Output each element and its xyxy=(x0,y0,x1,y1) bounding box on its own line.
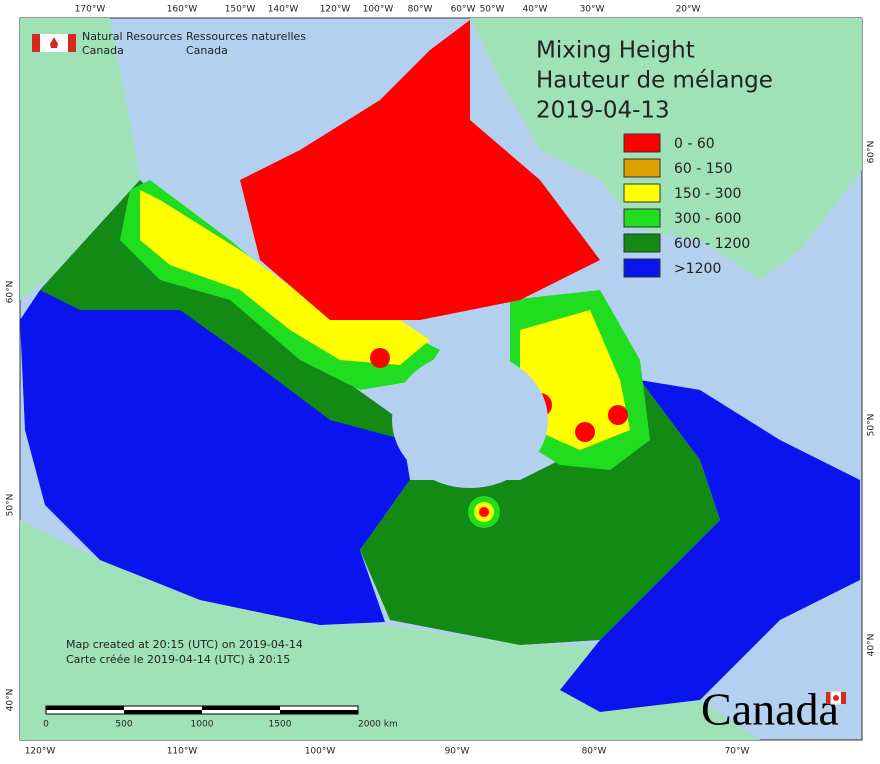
longitude-label: 110°W xyxy=(167,747,198,757)
wordmark: Canada xyxy=(701,684,839,735)
legend-label: 600 - 1200 xyxy=(674,236,750,252)
scale-segment xyxy=(46,706,124,710)
legend-label: >1200 xyxy=(674,261,721,277)
latitude-label: 40°N xyxy=(867,634,877,657)
longitude-label: 90°W xyxy=(445,747,470,757)
note: Carte créée le 2019-04-14 (UTC) à 20:15 xyxy=(66,653,290,666)
department-en: Canada xyxy=(82,44,124,57)
region xyxy=(479,507,489,517)
legend-label: 0 - 60 xyxy=(674,136,715,152)
hudson-bay xyxy=(392,352,548,488)
scale-bar: 0 500 1000 1500 2000 km xyxy=(43,705,398,730)
flag-bar xyxy=(68,34,76,52)
maple-leaf xyxy=(50,37,58,48)
legend-swatch xyxy=(623,233,661,253)
longitude-label: 140°W xyxy=(268,5,299,15)
longitude-label: 30°W xyxy=(580,5,605,15)
longitude-label: 100°W xyxy=(363,5,394,15)
wordmark-flag xyxy=(826,691,846,705)
longitude-label: 20°W xyxy=(676,5,701,15)
longitude-label: 160°W xyxy=(167,5,198,15)
longitude-label: 170°W xyxy=(75,5,106,15)
longitude-label: 40°W xyxy=(523,5,548,15)
longitude-label: 120°W xyxy=(25,747,56,757)
latitude-label: 40°N xyxy=(6,689,16,712)
greenland xyxy=(470,18,862,280)
legend-swatch xyxy=(623,208,661,228)
scale-label: 0 xyxy=(43,720,49,730)
arctic-islands xyxy=(240,20,600,320)
maple-leaf xyxy=(833,695,839,701)
longitude-label: 60°W xyxy=(451,5,476,15)
longitude-label: 80°W xyxy=(408,5,433,15)
scale-segment xyxy=(124,710,202,714)
legend-swatch xyxy=(623,133,661,153)
scale-segment xyxy=(202,706,280,710)
region xyxy=(608,405,628,425)
longitude-label: 150°W xyxy=(225,5,256,15)
latitude-label: 50°N xyxy=(6,494,16,517)
latitude-label: 60°N xyxy=(867,141,877,164)
latitude-label: 50°N xyxy=(867,414,877,437)
legend-swatch xyxy=(623,258,661,278)
legend-label: 300 - 600 xyxy=(674,211,741,227)
legend-swatch xyxy=(623,183,661,203)
longitude-label: 80°W xyxy=(582,747,607,757)
flag-bar xyxy=(826,692,831,704)
department-fr: Ressources naturelles xyxy=(186,30,306,43)
region xyxy=(560,380,860,712)
region xyxy=(140,190,430,365)
longitude-label: 120°W xyxy=(320,5,351,15)
latitude-label: 60°N xyxy=(6,281,16,304)
flag-bar xyxy=(841,692,846,704)
legend-label: 150 - 300 xyxy=(674,186,741,202)
department-en: Natural Resources xyxy=(82,30,183,43)
note: Map created at 20:15 (UTC) on 2019-04-14 xyxy=(66,638,303,651)
title: 2019-04-13 xyxy=(536,98,670,124)
scale-label: 1000 xyxy=(191,720,214,730)
legend: 0 - 60 60 - 150 150 - 300 300 - 600 600 - 12… xyxy=(623,133,750,278)
longitude-label: 70°W xyxy=(725,747,750,757)
scale-label: 2000 km xyxy=(358,720,398,730)
title: Hauteur de mélange xyxy=(536,68,773,94)
region xyxy=(370,348,390,368)
legend-label: 60 - 150 xyxy=(674,161,733,177)
title: Mixing Height xyxy=(536,38,695,64)
title-block: Mixing Height Hauteur de mélange 2019-04… xyxy=(536,38,773,124)
map xyxy=(19,17,863,741)
scale-segment xyxy=(280,710,358,714)
longitude-label: 50°W xyxy=(480,5,505,15)
scale-label: 1500 xyxy=(269,720,292,730)
region xyxy=(575,422,595,442)
legend-swatch xyxy=(623,158,661,178)
alaska xyxy=(20,18,140,300)
flag-bar xyxy=(32,34,40,52)
department-fr: Canada xyxy=(186,44,228,57)
scale-label: 500 xyxy=(115,720,132,730)
longitude-label: 100°W xyxy=(305,747,336,757)
graticule-labels: 170°W 160°W 150°W 140°W 120°W 100°W 80°W 60°W 50… xyxy=(6,5,877,757)
logo: Natural Resources Canada Ressources natu… xyxy=(32,30,306,57)
